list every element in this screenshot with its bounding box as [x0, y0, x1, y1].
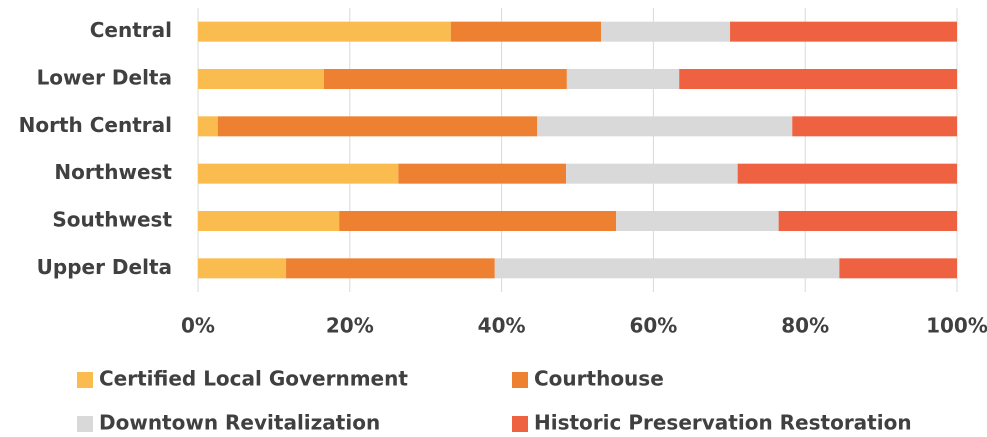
legend-label: Historic Preservation Restoration — [534, 411, 912, 435]
bar-segment — [339, 211, 617, 231]
legend-label: Courthouse — [534, 367, 664, 391]
bar-segment — [778, 211, 957, 231]
bar-segment — [198, 116, 218, 137]
legend-label: Certified Local Government — [99, 367, 408, 391]
y-tick-label: Northwest — [54, 160, 172, 184]
bar-segment — [537, 116, 793, 137]
bar-segment — [792, 116, 957, 137]
bar-segment — [217, 116, 538, 137]
bar-segment — [566, 163, 738, 184]
bar-segment — [730, 21, 957, 42]
bar-segment — [450, 21, 602, 42]
y-tick-label: North Central — [19, 113, 172, 137]
bar-segment — [323, 69, 567, 89]
bar-segment — [737, 163, 957, 184]
x-tick-label: 60% — [629, 314, 677, 338]
bar-segment — [398, 163, 567, 184]
bar-segment — [839, 258, 957, 279]
y-tick-label: Southwest — [52, 208, 172, 232]
x-tick-label: 80% — [781, 314, 829, 338]
bar-segment — [616, 211, 779, 231]
x-tick-label: 20% — [326, 314, 374, 338]
legend-label: Downtown Revitalization — [99, 411, 380, 435]
legend-swatch — [512, 372, 528, 388]
x-tick-label: 100% — [926, 314, 987, 338]
bar-segment — [679, 69, 957, 89]
bar-segment — [601, 21, 731, 42]
legend-swatch — [512, 416, 528, 432]
bar-segment — [198, 258, 287, 279]
y-tick-label: Upper Delta — [37, 255, 172, 279]
y-tick-label: Lower Delta — [37, 66, 172, 90]
bar-segment — [198, 163, 399, 184]
legend-swatch — [77, 416, 93, 432]
x-tick-label: 0% — [181, 314, 215, 338]
bar-segment — [198, 211, 340, 231]
legend-swatch — [77, 372, 93, 388]
bar-segment — [198, 69, 324, 89]
bar-segment — [566, 69, 680, 89]
bar-segment — [494, 258, 840, 279]
y-tick-label: Central — [90, 18, 172, 42]
bar-segment — [286, 258, 495, 279]
x-tick-label: 40% — [478, 314, 526, 338]
bar-segment — [198, 21, 451, 42]
